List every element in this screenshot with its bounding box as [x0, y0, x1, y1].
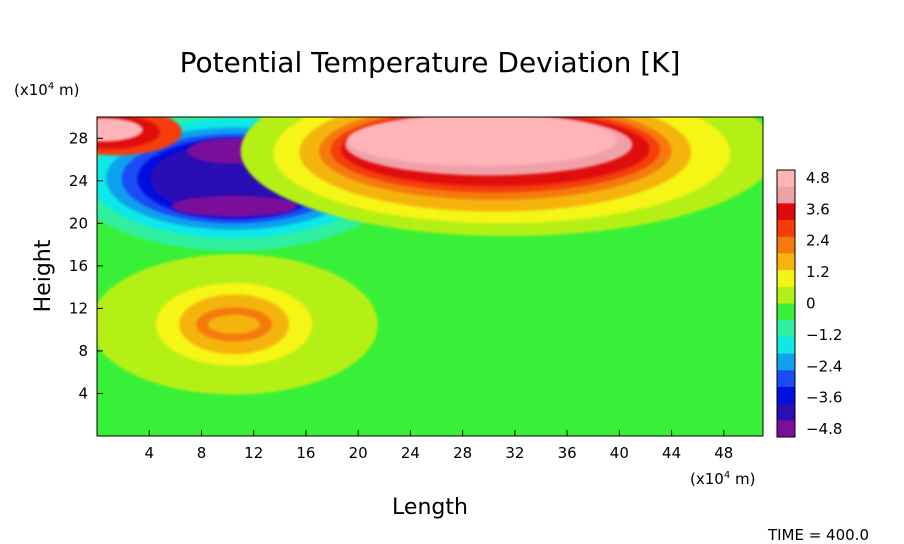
- colorbar-swatch: [777, 203, 795, 221]
- corner-warm-contour: [97, 118, 143, 142]
- colorbar-labels: 4.8 3.6 2.4 1.2 0 −1.2 −2.4 −3.6 −4.8: [806, 169, 842, 438]
- y-axis-label: Height: [31, 239, 56, 312]
- colorbar-label: 3.6: [806, 200, 830, 218]
- colorbar-swatch: [777, 286, 795, 304]
- colorbar-frame: [776, 169, 796, 438]
- x-tick-label: 16: [296, 444, 315, 462]
- colorbar-swatch: [777, 386, 795, 405]
- colorbar-label: −3.6: [806, 389, 842, 407]
- colorbar-swatch: [777, 253, 795, 271]
- time-label: TIME = 400.0: [767, 526, 869, 544]
- x-tick-label: 8: [197, 444, 207, 462]
- x-tick-label: 48: [714, 444, 733, 462]
- colorbar-label: 4.8: [806, 169, 830, 187]
- colorbar-label: 1.2: [806, 263, 830, 281]
- y-tick-label: 4: [78, 384, 88, 402]
- colorbar-swatch: [777, 186, 795, 204]
- colorbar-swatch: [777, 370, 795, 388]
- colorbar-swatch: [777, 270, 795, 288]
- y-tick-label: 24: [69, 172, 88, 190]
- x-tick-label: 12: [244, 444, 263, 462]
- y-tick-label: 28: [69, 129, 88, 147]
- colorbar-swatch: [777, 220, 795, 238]
- colorbar-swatch: [777, 236, 795, 254]
- x-axis-ticks: 4 8 12 16 20 24 28 32 36 40 44 48: [144, 430, 733, 462]
- colorbar-swatch: [777, 420, 795, 438]
- plot-area: [97, 117, 763, 436]
- x-tick-label: 32: [505, 444, 524, 462]
- warm-bubble-contour: [208, 314, 261, 334]
- x-tick-label: 20: [349, 444, 368, 462]
- field-contours: [97, 117, 763, 395]
- colorbar-swatch: [777, 353, 795, 371]
- plot-frame: [96, 116, 764, 437]
- y-tick-label: 8: [78, 342, 88, 360]
- colorbar-swatch: [777, 303, 795, 321]
- y-tick-label: 20: [69, 214, 88, 232]
- colorbar-swatch: [777, 403, 795, 421]
- x-tick-label: 44: [662, 444, 681, 462]
- x-tick-label: 4: [144, 444, 154, 462]
- y-tick-label: 16: [69, 257, 88, 275]
- y-axis-ticks: 4 8 12 16 20 24 28: [69, 129, 103, 402]
- y-tick-label: 12: [69, 299, 88, 317]
- x-axis-label: Length: [392, 495, 468, 520]
- x-tick-label: 40: [610, 444, 629, 462]
- colorbar-swatch: [777, 336, 795, 354]
- colorbar-label: 2.4: [806, 232, 830, 250]
- chart-title: Potential Temperature Deviation [K]: [180, 46, 681, 79]
- colorbar-label: −1.2: [806, 326, 842, 344]
- colorbar-label: −2.4: [806, 357, 842, 375]
- colorbar: [776, 169, 796, 438]
- colorbar-label: −4.8: [806, 420, 842, 438]
- warm-anomaly-contour: [347, 117, 617, 166]
- colorbar-swatch: [777, 170, 795, 188]
- x-tick-label: 36: [558, 444, 577, 462]
- y-unit-label: (x104 m): [14, 81, 79, 99]
- x-tick-label: 24: [401, 444, 420, 462]
- colorbar-label: 0: [806, 295, 816, 313]
- colorbar-swatch: [777, 320, 795, 338]
- cold-core-lower: [171, 195, 297, 217]
- x-tick-label: 28: [453, 444, 472, 462]
- x-unit-label: (x104 m): [690, 470, 755, 488]
